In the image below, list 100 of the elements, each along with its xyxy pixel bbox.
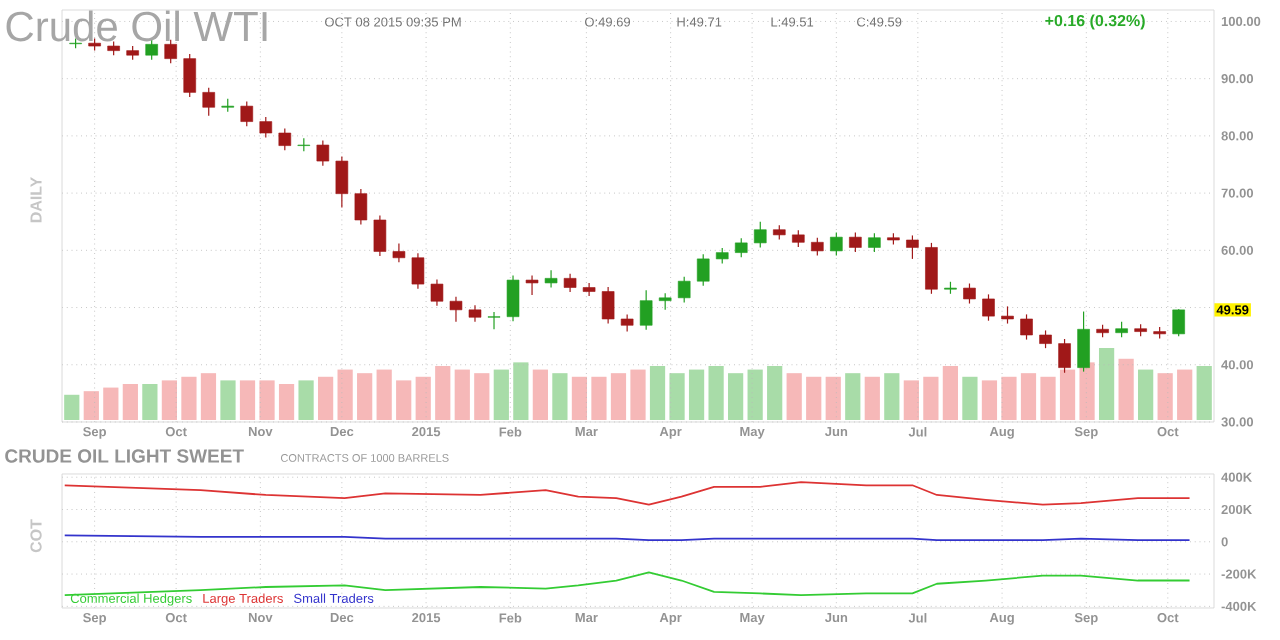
bar bbox=[825, 376, 841, 420]
candlestick bbox=[430, 278, 444, 307]
candlestick bbox=[982, 293, 995, 322]
candlestick bbox=[677, 276, 691, 303]
candlestick bbox=[449, 296, 463, 323]
bar bbox=[513, 362, 529, 420]
chart-title: Crude Oil WTI bbox=[6, 10, 267, 42]
candlestick bbox=[734, 237, 748, 258]
bar bbox=[903, 380, 919, 420]
bar bbox=[728, 373, 744, 420]
candlestick bbox=[392, 242, 406, 263]
candlestick bbox=[411, 252, 425, 290]
candlestick bbox=[1020, 313, 1033, 341]
bar bbox=[83, 391, 99, 420]
candlestick bbox=[316, 139, 330, 167]
candlestick bbox=[335, 155, 349, 208]
bar bbox=[435, 365, 451, 420]
candlestick bbox=[830, 231, 843, 257]
bar bbox=[474, 373, 490, 420]
line-series bbox=[63, 481, 1191, 506]
chart-title: CRUDE OIL LIGHT SWEET bbox=[5, 449, 244, 463]
bar bbox=[493, 369, 509, 420]
bar bbox=[884, 373, 900, 420]
candlestick bbox=[525, 274, 539, 296]
candlestick bbox=[1172, 308, 1185, 337]
candlestick bbox=[506, 274, 520, 322]
candlestick bbox=[620, 313, 634, 333]
y-axis-title: COT bbox=[30, 519, 42, 553]
bar bbox=[630, 369, 646, 420]
bar bbox=[181, 376, 197, 420]
bar bbox=[142, 383, 158, 420]
candlestick bbox=[544, 269, 558, 289]
bar bbox=[747, 369, 763, 420]
candlestick bbox=[563, 273, 577, 293]
bar bbox=[688, 369, 705, 420]
bar bbox=[1138, 369, 1154, 420]
bar bbox=[1177, 369, 1193, 420]
bar bbox=[942, 365, 958, 420]
candlestick bbox=[753, 221, 767, 249]
bar bbox=[571, 376, 588, 420]
candlestick bbox=[145, 39, 158, 61]
bar bbox=[200, 373, 217, 420]
bar bbox=[1001, 376, 1017, 420]
candlestick bbox=[925, 242, 938, 295]
candlestick bbox=[582, 282, 596, 297]
bar bbox=[591, 376, 607, 420]
bar bbox=[337, 369, 353, 420]
bar bbox=[552, 373, 568, 420]
candlestick bbox=[240, 100, 254, 127]
bar bbox=[610, 373, 627, 420]
bar bbox=[806, 376, 822, 420]
line-series bbox=[63, 571, 1191, 596]
bar bbox=[767, 365, 783, 420]
bar bbox=[1196, 365, 1212, 420]
bar bbox=[64, 394, 80, 420]
bar bbox=[259, 380, 275, 420]
candlestick bbox=[696, 253, 710, 287]
bar bbox=[845, 373, 861, 420]
candlestick bbox=[164, 39, 177, 64]
bar bbox=[454, 369, 470, 420]
bar bbox=[396, 380, 412, 420]
bar bbox=[415, 376, 431, 420]
bar bbox=[786, 373, 802, 420]
bar bbox=[708, 365, 724, 420]
bar bbox=[220, 380, 236, 420]
bar bbox=[669, 373, 685, 420]
bar bbox=[1040, 376, 1056, 420]
candlestick bbox=[639, 289, 653, 331]
bar bbox=[1098, 347, 1115, 420]
candlestick bbox=[354, 188, 368, 226]
bar bbox=[1157, 373, 1173, 420]
candlestick bbox=[202, 87, 216, 117]
candlestick bbox=[487, 311, 501, 330]
bar bbox=[981, 380, 998, 420]
candlestick bbox=[373, 214, 387, 257]
bar bbox=[317, 376, 334, 420]
bar bbox=[864, 376, 880, 420]
bar bbox=[1020, 373, 1037, 420]
candlestick bbox=[1077, 310, 1090, 373]
bar bbox=[239, 380, 256, 420]
bar bbox=[298, 380, 314, 420]
candlestick bbox=[259, 116, 273, 139]
bar bbox=[962, 376, 978, 420]
bar bbox=[649, 365, 666, 420]
candlestick bbox=[278, 127, 292, 151]
bar bbox=[376, 369, 392, 420]
candlestick bbox=[963, 282, 976, 305]
candlestick bbox=[601, 286, 615, 325]
bar bbox=[103, 387, 119, 420]
bar bbox=[357, 373, 373, 420]
bar bbox=[122, 383, 138, 420]
bar bbox=[532, 369, 548, 420]
bar bbox=[161, 380, 178, 420]
bar bbox=[278, 383, 295, 420]
candlestick bbox=[183, 53, 196, 98]
annotation: +0.16 (0.32%) bbox=[1045, 14, 1145, 30]
y-axis-title: DAILY bbox=[30, 176, 42, 223]
bar bbox=[1118, 358, 1134, 420]
candlestick bbox=[868, 232, 881, 253]
candlestick bbox=[1058, 338, 1071, 374]
